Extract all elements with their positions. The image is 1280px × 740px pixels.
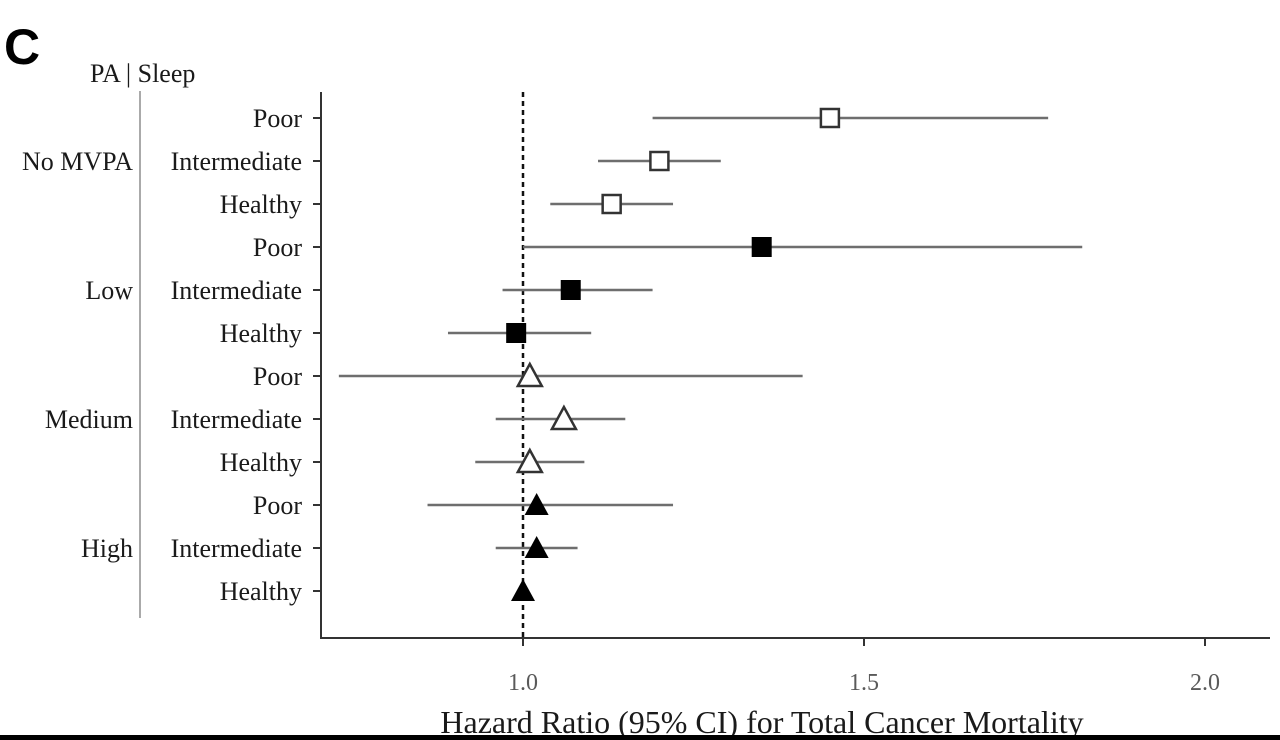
group-label: Medium — [45, 405, 133, 434]
sleep-label: Intermediate — [171, 534, 302, 563]
hr-marker — [751, 237, 772, 257]
sleep-label: Healthy — [220, 577, 302, 606]
sleep-label: Healthy — [220, 319, 302, 348]
group-label: Low — [85, 276, 133, 305]
sleep-label: Poor — [253, 233, 302, 262]
hr-marker — [515, 447, 544, 474]
hr-marker — [560, 280, 581, 300]
sleep-label: Intermediate — [171, 405, 302, 434]
hr-marker — [819, 107, 841, 129]
group-label: High — [81, 534, 133, 563]
column-header: PA | Sleep — [90, 59, 195, 88]
hr-marker — [649, 150, 670, 172]
hr-marker — [524, 536, 549, 558]
sleep-label: Healthy — [220, 190, 302, 219]
hr-marker — [515, 361, 544, 388]
sleep-label: Poor — [253, 362, 302, 391]
x-axis-title: Hazard Ratio (95% CI) for Total Cancer M… — [440, 704, 1083, 740]
sleep-label: Healthy — [220, 448, 302, 477]
image-bottom-border — [0, 735, 1280, 740]
panel-label: C — [4, 19, 40, 75]
x-tick-label: 2.0 — [1190, 670, 1220, 696]
x-tick-label: 1.0 — [508, 670, 538, 696]
hr-marker — [601, 193, 622, 215]
sleep-label: Intermediate — [171, 276, 302, 305]
sleep-label: Intermediate — [171, 147, 302, 176]
sleep-label: Poor — [253, 491, 302, 520]
sleep-label: Poor — [253, 104, 302, 133]
hr-marker — [506, 323, 527, 343]
hr-marker — [524, 493, 549, 515]
x-tick-label: 1.5 — [849, 670, 879, 696]
hr-marker — [511, 579, 535, 601]
group-label: No MVPA — [22, 147, 133, 176]
hr-marker — [549, 404, 579, 431]
